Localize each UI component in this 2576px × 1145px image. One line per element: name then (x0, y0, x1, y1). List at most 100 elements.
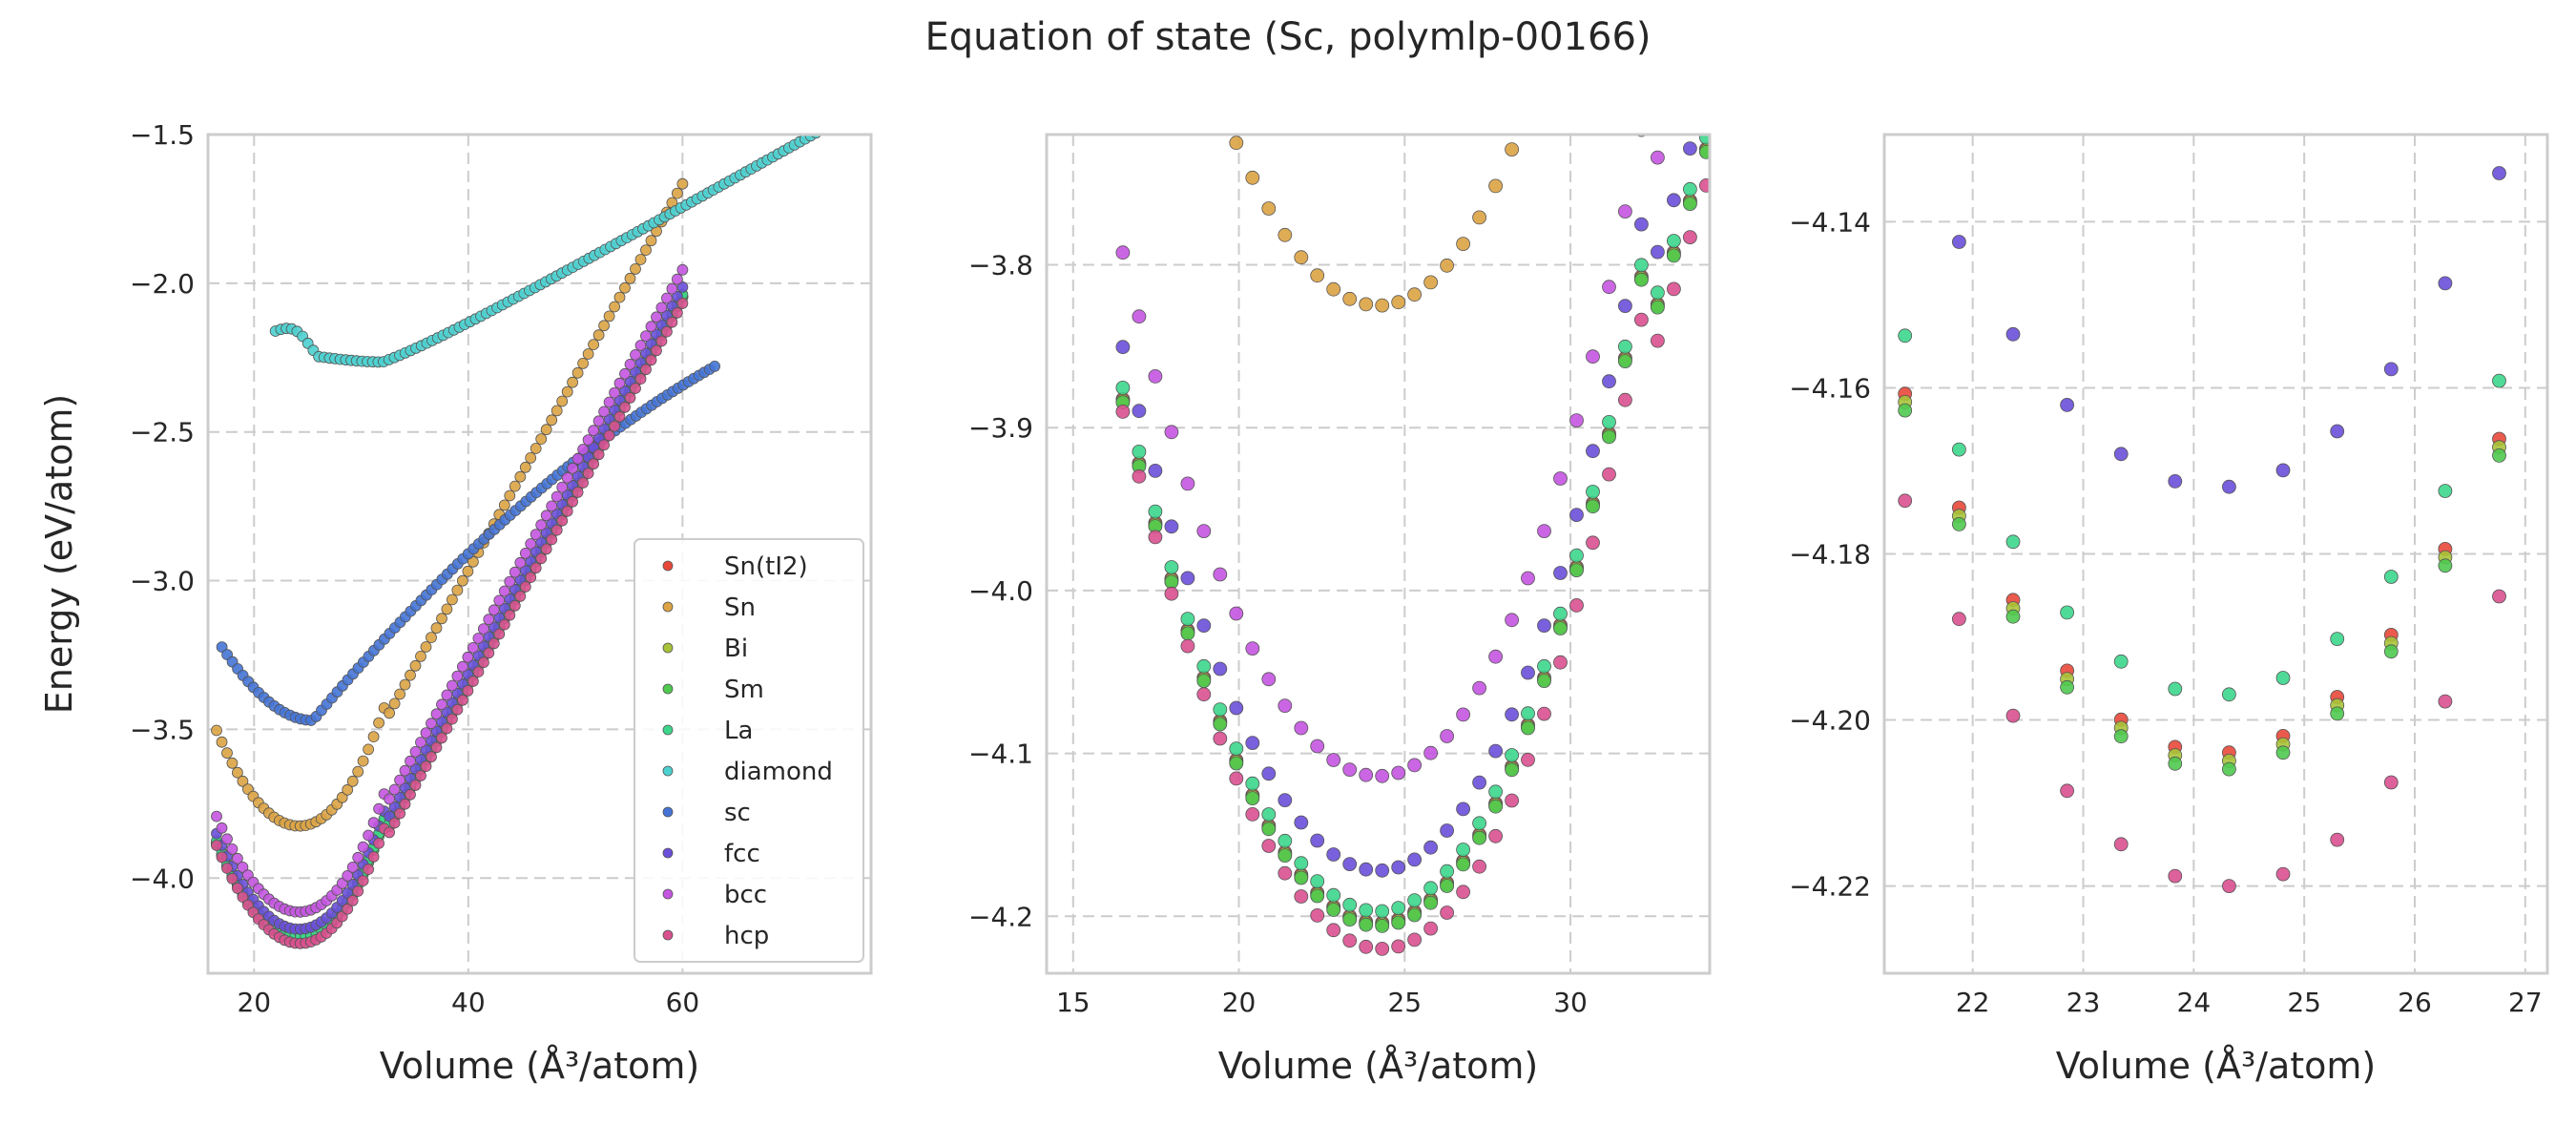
data-point (399, 798, 411, 810)
data-point (571, 487, 584, 498)
data-point (211, 810, 222, 822)
data-point (1310, 888, 1325, 904)
legend-label: fcc (724, 840, 760, 868)
data-point (645, 354, 657, 366)
legend-box (634, 538, 864, 963)
x-tick-label: 20 (237, 987, 271, 1018)
data-point (2330, 706, 2345, 721)
data-point (1326, 887, 1341, 903)
data-point (430, 741, 443, 754)
data-point (1115, 245, 1131, 260)
data-point (493, 594, 506, 607)
data-point (1148, 368, 1163, 384)
data-point (1521, 665, 1535, 680)
data-point (1245, 791, 1260, 805)
data-point (456, 694, 468, 706)
data-point (1229, 771, 1244, 786)
data-point (1342, 897, 1358, 912)
data-point (231, 883, 243, 894)
data-point (221, 833, 233, 845)
data-point (1505, 748, 1519, 762)
data-point (519, 461, 531, 473)
data-point (226, 872, 239, 885)
x-tick-label: 15 (1056, 987, 1091, 1018)
data-point (1375, 768, 1390, 783)
y-tick-label: −3.8 (968, 250, 1033, 281)
data-point (2060, 397, 2075, 412)
data-point (346, 775, 359, 787)
data-point (1359, 862, 1374, 877)
x-tick-label: 25 (1387, 987, 1422, 1018)
legend-marker (662, 642, 674, 654)
data-point (1245, 170, 1260, 185)
data-point (525, 572, 537, 583)
data-point (676, 263, 689, 276)
data-point (1602, 280, 1616, 295)
data-point (530, 562, 542, 574)
data-point (2275, 745, 2291, 760)
data-point (1326, 847, 1341, 862)
data-point (556, 481, 569, 493)
data-point (556, 395, 569, 407)
y-tick-label: −4.1 (968, 739, 1033, 770)
x-tick-label: 20 (1222, 987, 1257, 1018)
data-point (346, 895, 359, 906)
legend-label: bcc (724, 881, 767, 909)
data-point (2330, 632, 2345, 646)
data-point (2492, 373, 2506, 388)
data-point (231, 766, 243, 779)
data-point (1310, 739, 1325, 754)
data-point (388, 697, 401, 710)
data-point (1261, 839, 1277, 853)
data-point (1196, 524, 1212, 538)
data-point (1294, 720, 1309, 736)
x-tick-label: 40 (451, 987, 486, 1018)
data-point (1505, 707, 1519, 722)
figure-title: Equation of state (Sc, polymlp-00166) (925, 15, 1652, 59)
data-point (1488, 784, 1503, 800)
data-point (2383, 570, 2399, 584)
data-point (1115, 404, 1131, 419)
legend: Sn(tI2) Sn Bi Sm La diamond sc fcc bcc hcp (634, 538, 864, 963)
data-point (624, 358, 636, 370)
data-point (666, 316, 678, 328)
data-point (567, 495, 578, 508)
data-point (609, 386, 620, 399)
legend-label: Sm (724, 676, 764, 704)
series-Sn (211, 177, 689, 832)
data-point (498, 499, 510, 511)
data-point (1569, 548, 1584, 563)
data-point (598, 320, 610, 332)
data-point (2168, 868, 2183, 884)
data-point (1342, 933, 1358, 948)
data-point (1132, 444, 1147, 459)
data-point (488, 604, 500, 616)
data-point (352, 885, 364, 897)
data-point (1278, 227, 1293, 242)
data-point (1553, 471, 1568, 486)
data-point (472, 666, 485, 677)
series-Sn (1229, 135, 1519, 313)
data-point (367, 731, 380, 742)
data-point (2168, 473, 2183, 489)
data-point (2438, 484, 2453, 498)
data-point (1472, 775, 1486, 790)
data-point (1423, 275, 1438, 290)
data-point (1898, 403, 1913, 418)
data-point (1180, 638, 1195, 654)
data-point (577, 444, 589, 455)
data-point (1407, 852, 1422, 867)
data-point (1213, 567, 1228, 582)
data-point (1278, 865, 1293, 881)
data-point (1537, 674, 1551, 688)
panel-3: 22 23 24 25 26 27 −4.22 −4.20 −4.18 −4.16 −4.14 Vol… (1789, 133, 2549, 1087)
data-point (1667, 193, 1681, 208)
data-point (415, 737, 426, 748)
data-point (651, 344, 662, 357)
data-point (1618, 354, 1632, 369)
data-point (676, 177, 689, 190)
data-point (525, 451, 537, 464)
data-point (1456, 885, 1470, 900)
data-point (1294, 889, 1309, 904)
